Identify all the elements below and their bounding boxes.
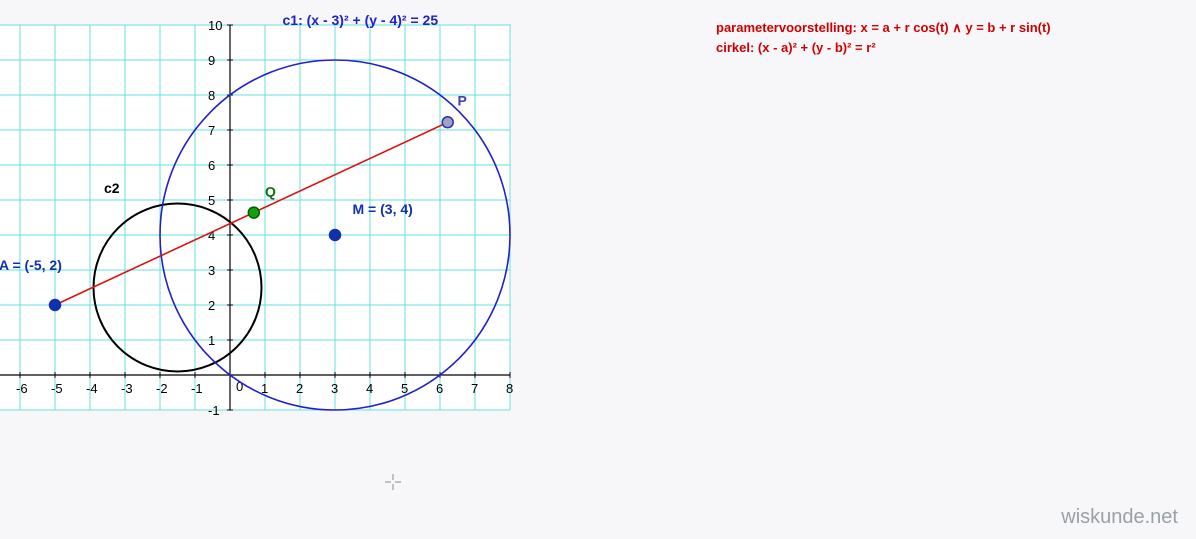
axis-tick-y: 3 (208, 263, 215, 278)
point-label-P: P (458, 93, 467, 109)
axis-tick-x: 3 (331, 381, 338, 396)
axis-tick-y: 5 (208, 193, 215, 208)
axis-tick-x: 6 (436, 381, 443, 396)
axis-tick-x: -3 (121, 381, 133, 396)
formula-panel: parametervoorstelling: x = a + r cos(t) … (716, 20, 1051, 55)
formula-circle: cirkel: (x - a)² + (y - b)² = r² (716, 40, 1051, 55)
axis-tick-x: 4 (366, 381, 373, 396)
axis-tick-y: 7 (208, 123, 215, 138)
axis-tick-y: 6 (208, 158, 215, 173)
watermark-text: wiskunde.net (1061, 506, 1178, 529)
axis-tick-x: -2 (156, 381, 168, 396)
circle-c1-label: c1: (x - 3)² + (y - 4)² = 25 (283, 12, 439, 28)
axis-tick-x: 2 (296, 381, 303, 396)
axis-tick-x: -5 (51, 381, 63, 396)
point-label-M: M = (3, 4) (353, 201, 413, 217)
axis-tick-x: -4 (86, 381, 98, 396)
axis-tick-y: 8 (208, 88, 215, 103)
coordinate-plane: -7-6-5-4-3-2-1012345678-112345678910A = … (0, 0, 530, 430)
point-P (442, 117, 453, 128)
axis-tick-x: 8 (506, 381, 513, 396)
axis-tick-y: 9 (208, 53, 215, 68)
axis-tick-y: 1 (208, 333, 215, 348)
point-label-Q: Q (265, 184, 276, 200)
axis-tick-y: 2 (208, 298, 215, 313)
circle-c2-label: c2 (104, 180, 120, 196)
point-M (330, 230, 341, 241)
axis-tick-x: -6 (16, 381, 28, 396)
graph-panel: -7-6-5-4-3-2-1012345678-112345678910A = … (0, 0, 530, 433)
axis-tick-y: -1 (208, 403, 220, 418)
axis-tick-y: 10 (208, 18, 222, 33)
point-label-A: A = (-5, 2) (0, 257, 62, 273)
axis-tick-x: -1 (191, 381, 203, 396)
point-A (50, 300, 61, 311)
point-Q (248, 207, 259, 218)
formula-parametric: parametervoorstelling: x = a + r cos(t) … (716, 20, 1051, 36)
axis-tick-x: 7 (471, 381, 478, 396)
